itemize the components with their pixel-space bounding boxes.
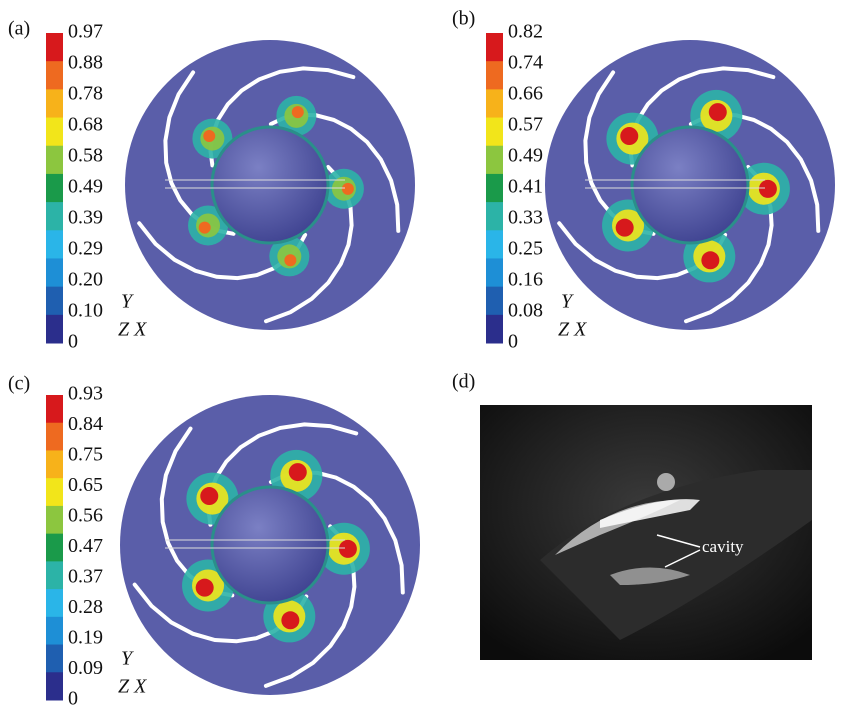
colorbar-block xyxy=(486,202,503,231)
colorbar-label: 0.08 xyxy=(508,300,543,322)
colorbar-label: 0.16 xyxy=(508,269,543,291)
panel-label: (a) xyxy=(8,18,30,40)
colorbar-label: 0.29 xyxy=(68,238,103,260)
cavity-zone xyxy=(759,180,777,198)
colorbar-label: 0.57 xyxy=(508,114,543,136)
axis-y: Y xyxy=(121,291,134,313)
colorbar-label: 0.41 xyxy=(508,176,543,198)
colorbar-label: 0.49 xyxy=(68,176,103,198)
colorbar-block xyxy=(486,315,503,344)
colorbar-label: 0.56 xyxy=(68,505,103,527)
axis-y: Y xyxy=(561,291,574,313)
colorbar-label: 0 xyxy=(508,331,518,353)
annotation: cavity xyxy=(702,537,744,556)
colorbar-block xyxy=(46,395,63,423)
colorbar-block xyxy=(46,118,63,147)
colorbar-block xyxy=(46,315,63,344)
axis-zx: Z X xyxy=(558,319,587,341)
colorbar-block xyxy=(46,258,63,287)
cavity-zone xyxy=(292,106,304,118)
cavity-zone xyxy=(203,130,215,142)
colorbar-block xyxy=(46,617,63,645)
colorbar-label: 0.33 xyxy=(508,207,543,229)
colorbar-block xyxy=(46,61,63,90)
colorbar-label: 0.66 xyxy=(508,83,543,105)
colorbar-block xyxy=(486,174,503,203)
colorbar-block xyxy=(486,146,503,175)
axis-zx: Z X xyxy=(118,319,147,341)
colorbar-block xyxy=(486,258,503,287)
colorbar-block xyxy=(46,33,63,62)
colorbar-label: 0.09 xyxy=(68,657,103,679)
cavity-zone xyxy=(616,219,634,237)
panel-label: (b) xyxy=(452,8,475,30)
colorbar-block xyxy=(486,89,503,118)
colorbar-block xyxy=(486,287,503,316)
colorbar-label: 0.93 xyxy=(68,383,103,405)
colorbar-block xyxy=(46,89,63,118)
cavity-zone xyxy=(342,183,354,195)
panel-label: (d) xyxy=(452,371,475,393)
colorbar-block xyxy=(46,645,63,673)
cavity-zone xyxy=(200,487,218,505)
colorbar-label: 0 xyxy=(68,331,78,353)
colorbar-label: 0.20 xyxy=(68,269,103,291)
hub xyxy=(632,127,748,243)
colorbar-label: 0.19 xyxy=(68,627,103,649)
hub xyxy=(212,487,328,603)
colorbar-label: 0.28 xyxy=(68,596,103,618)
cavity-zone xyxy=(281,611,299,629)
colorbar-block xyxy=(46,561,63,589)
colorbar-label: 0.65 xyxy=(68,474,103,496)
cavity-zone xyxy=(339,540,357,558)
colorbar-block xyxy=(46,534,63,562)
photo-bubble xyxy=(657,473,675,491)
colorbar-label: 0.78 xyxy=(68,83,103,105)
cavity-zone xyxy=(199,222,211,234)
colorbar-label: 0.58 xyxy=(68,145,103,167)
cavity-zone xyxy=(701,251,719,269)
colorbar-label: 0.82 xyxy=(508,21,543,43)
colorbar-label: 0.39 xyxy=(68,207,103,229)
colorbar-label: 0.10 xyxy=(68,300,103,322)
colorbar-label: 0.25 xyxy=(508,238,543,260)
colorbar-label: 0.84 xyxy=(68,413,103,435)
colorbar-label: 0.75 xyxy=(68,444,103,466)
colorbar-block xyxy=(486,230,503,259)
colorbar-block xyxy=(46,174,63,203)
hub xyxy=(212,127,328,243)
cavity-zone xyxy=(284,254,296,266)
cavity-zone xyxy=(289,463,307,481)
colorbar-label: 0.37 xyxy=(68,566,103,588)
colorbar-block xyxy=(486,33,503,62)
colorbar-block xyxy=(46,450,63,478)
colorbar-label: 0.74 xyxy=(508,52,543,74)
colorbar-block xyxy=(46,146,63,175)
colorbar-block xyxy=(46,672,63,700)
cavity-zone xyxy=(196,579,214,597)
colorbar-block xyxy=(486,118,503,147)
colorbar-block xyxy=(486,61,503,90)
cavity-zone xyxy=(620,127,638,145)
colorbar-block xyxy=(46,589,63,617)
colorbar-label: 0.47 xyxy=(68,535,103,557)
figure: (a) 0.97 0.88 0.78 0.68 0.58 0.49 0.39 0.29 0.20 0… xyxy=(0,0,848,709)
colorbar-block xyxy=(46,202,63,231)
colorbar-label: 0.97 xyxy=(68,21,103,43)
panel-label: (c) xyxy=(8,373,30,395)
colorbar-block xyxy=(46,287,63,316)
cavity-zone xyxy=(709,103,727,121)
colorbar-label: 0 xyxy=(68,688,78,709)
colorbar-block xyxy=(46,423,63,451)
axis-y: Y xyxy=(121,648,134,670)
colorbar-block xyxy=(46,230,63,259)
colorbar-block xyxy=(46,506,63,534)
axis-zx: Z X xyxy=(118,676,147,698)
colorbar-block xyxy=(46,478,63,506)
colorbar-label: 0.88 xyxy=(68,52,103,74)
colorbar-label: 0.68 xyxy=(68,114,103,136)
colorbar-label: 0.49 xyxy=(508,145,543,167)
